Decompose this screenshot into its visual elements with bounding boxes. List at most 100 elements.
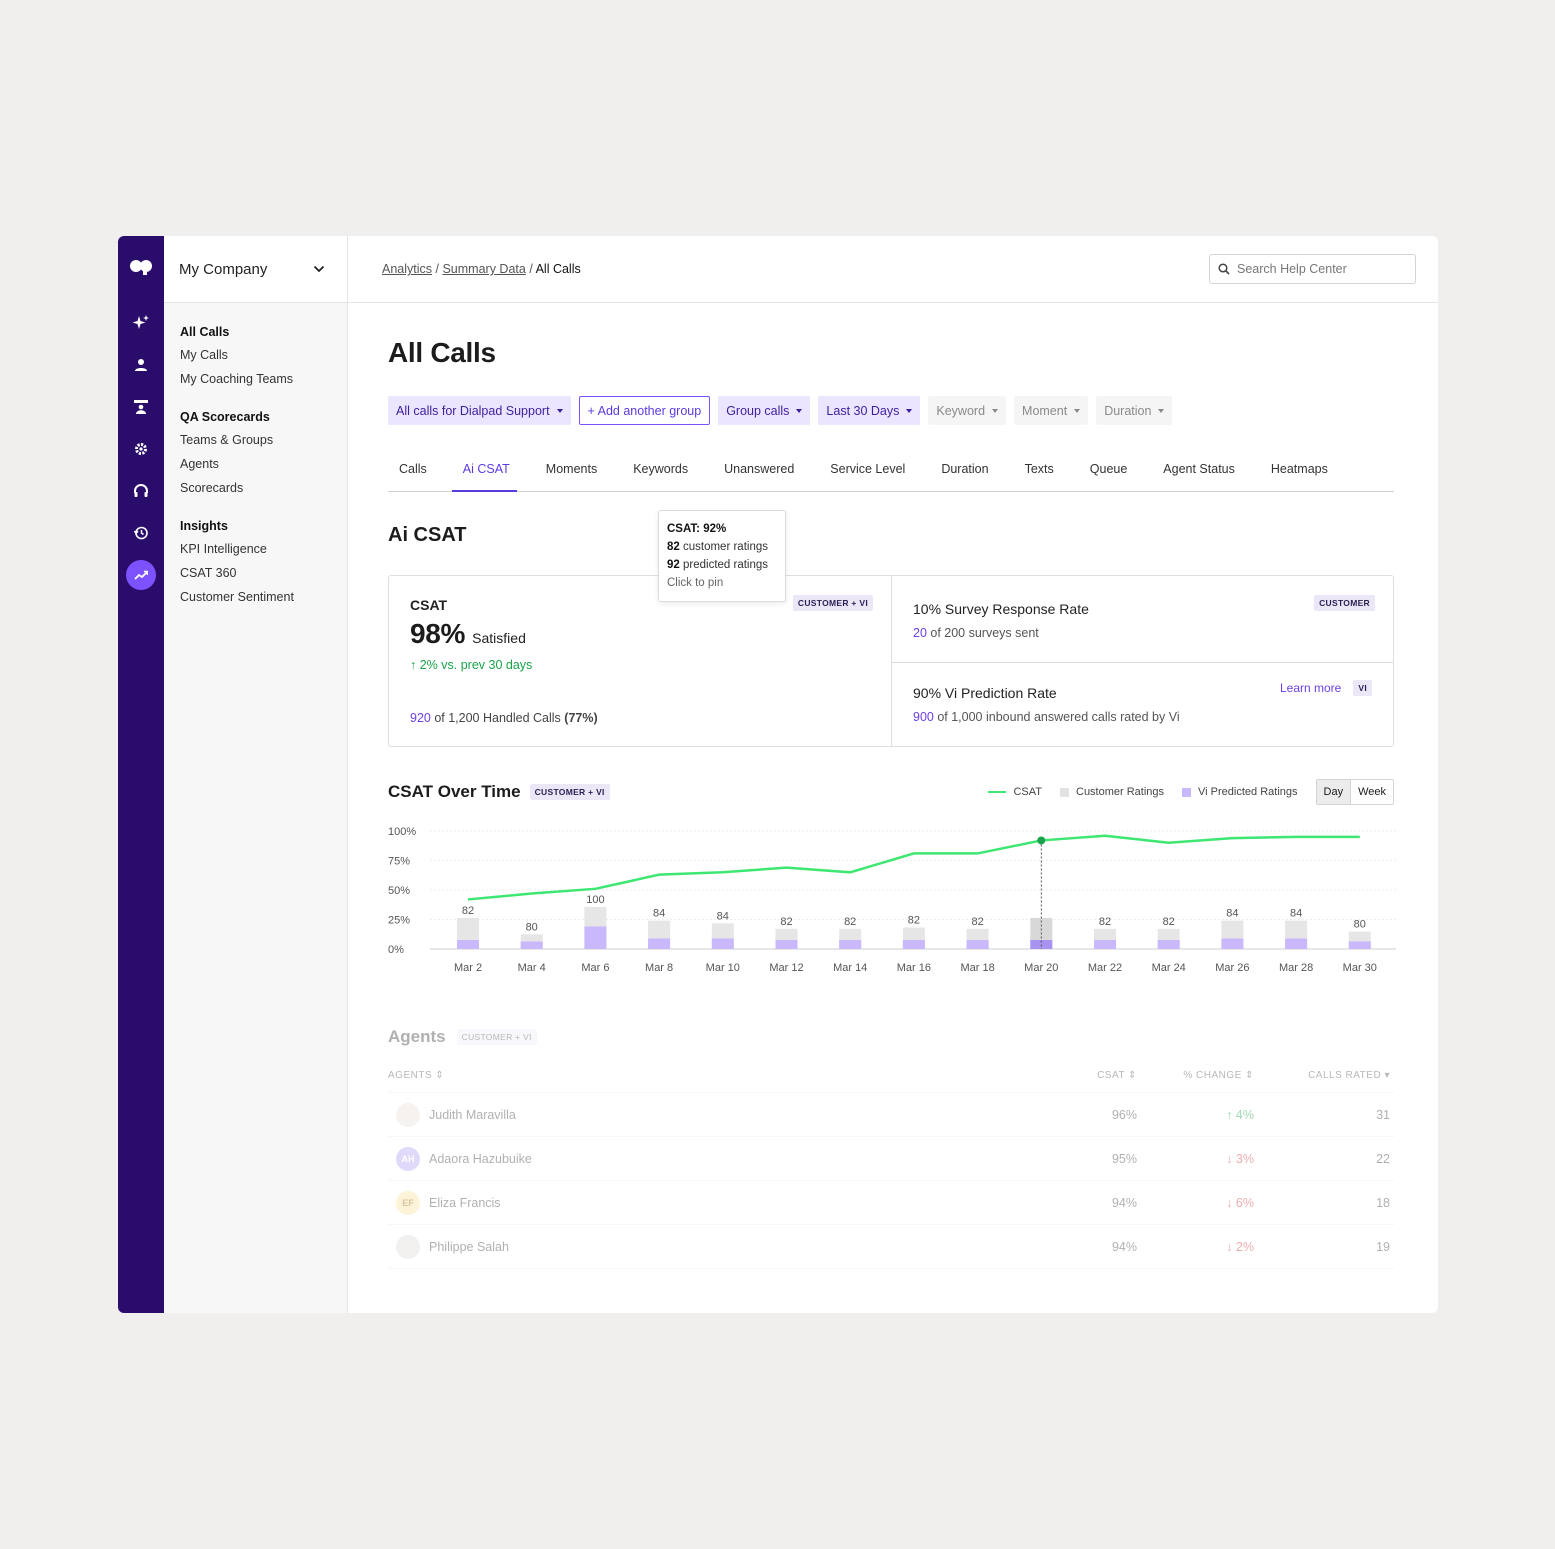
bar-value-label: 100: [586, 894, 604, 906]
nav-item-all-calls[interactable]: All Calls: [180, 325, 230, 339]
agent-name: Judith Maravilla: [429, 1107, 516, 1122]
add-group-button[interactable]: + Add another group: [578, 396, 711, 425]
breadcrumb-current: All Calls: [535, 262, 581, 276]
sparkle-icon[interactable]: [126, 308, 156, 338]
bar-value-label: 80: [1354, 919, 1366, 931]
tab-keywords[interactable]: Keywords: [633, 462, 689, 476]
nav-item-kpi-intelligence[interactable]: KPI Intelligence: [180, 542, 267, 556]
x-tick-label: Mar 22: [1088, 962, 1122, 974]
tab-agent-status[interactable]: Agent Status: [1163, 462, 1235, 476]
agent-change: ↓ 2%: [1226, 1239, 1254, 1254]
dialpad-logo[interactable]: [128, 256, 154, 276]
y-tick-label: 25%: [388, 915, 410, 927]
bar-value-label: 82: [908, 914, 920, 926]
nav-item-agents[interactable]: Agents: [180, 457, 219, 471]
moment-filter[interactable]: Moment: [1014, 396, 1089, 425]
vi-predicted-bar: [1348, 941, 1371, 949]
vi-predicted-bar: [839, 940, 862, 949]
x-tick-label: Mar 12: [769, 962, 803, 974]
tooltip-hint: Click to pin: [667, 577, 724, 589]
agent-row[interactable]: EF Eliza Francis 94% ↓ 6% 18: [388, 1181, 1394, 1225]
learn-more-link[interactable]: Learn more: [1279, 681, 1342, 695]
vi-predicted-bar: [648, 938, 671, 949]
filter-bar: All calls for Dialpad Support + Add anot…: [388, 396, 1394, 425]
search-icon: [1218, 263, 1230, 275]
nav-item-scorecards[interactable]: Scorecards: [180, 481, 244, 495]
col-change[interactable]: % CHANGE ⇕: [1183, 1070, 1254, 1081]
gear-icon[interactable]: [126, 434, 156, 464]
agent-csat: 94%: [1111, 1239, 1137, 1254]
agent-name: Adaora Hazubuike: [429, 1151, 532, 1166]
keyword-filter[interactable]: Keyword: [928, 396, 1007, 425]
tab-ai-csat[interactable]: Ai CSAT: [451, 462, 528, 492]
csat-chart-svg[interactable]: 100% 75% 50% 25% 0% 82 Mar 2 80 Mar 4 100 Mar 6 84 M…: [388, 815, 1398, 975]
nav-item-csat-360[interactable]: CSAT 360: [180, 566, 237, 580]
bar-value-label: 84: [1290, 908, 1302, 920]
agents-table-body: Judith Maravilla 96% ↑ 4% 31 AH Adaora Hazubu…: [388, 1093, 1394, 1269]
app-window: My Company All Calls My Calls My Coachin…: [118, 236, 1438, 1313]
tab-service-level[interactable]: Service Level: [830, 462, 906, 476]
duration-filter[interactable]: Duration: [1096, 396, 1173, 425]
x-tick-label: Mar 24: [1152, 962, 1186, 974]
tab-heatmaps[interactable]: Heatmaps: [1270, 462, 1328, 476]
agent-name: Philippe Salah: [429, 1239, 509, 1254]
agent-row[interactable]: Judith Maravilla 96% ↑ 4% 31: [388, 1093, 1394, 1137]
legend-vi-predicted: Vi Predicted Ratings: [1182, 786, 1298, 798]
headset-icon[interactable]: [126, 476, 156, 506]
x-tick-label: Mar 20: [1024, 962, 1058, 974]
tab-moments[interactable]: Moments: [545, 462, 598, 476]
col-agents[interactable]: AGENTS ⇕: [388, 1070, 445, 1081]
agent-name: Eliza Francis: [429, 1195, 501, 1210]
csat-card: CUSTOMER + VI CSAT 98% Satisfied ↑ 2% vs…: [389, 576, 892, 746]
tab-unanswered[interactable]: Unanswered: [724, 462, 795, 476]
x-tick-label: Mar 28: [1279, 962, 1313, 974]
tab-calls[interactable]: Calls: [399, 462, 427, 476]
tab-queue[interactable]: Queue: [1089, 462, 1128, 476]
vi-predicted-bar: [1285, 938, 1308, 949]
nav-head-qa-scorecards[interactable]: QA Scorecards: [180, 410, 270, 424]
tab-texts[interactable]: Texts: [1024, 462, 1054, 476]
x-tick-label: Mar 14: [833, 962, 867, 974]
user-icon[interactable]: [126, 350, 156, 380]
analytics-icon[interactable]: [126, 560, 156, 590]
agent-row[interactable]: AH Adaora Hazubuike 95% ↓ 3% 22: [388, 1137, 1394, 1181]
toggle-day[interactable]: Day: [1316, 780, 1352, 804]
section-title: Ai CSAT: [388, 524, 467, 546]
nav-head-insights[interactable]: Insights: [180, 519, 228, 533]
csat-trend: ↑ 2% vs. prev 30 days: [410, 658, 533, 672]
vi-predicted-bar: [711, 938, 734, 949]
secondary-nav: My Company All Calls My Calls My Coachin…: [164, 236, 348, 1313]
col-csat[interactable]: CSAT ⇕: [1097, 1070, 1137, 1081]
agent-cell: Judith Maravilla: [388, 1102, 1047, 1127]
chart-legend: CSAT Customer Ratings Vi Predicted Ratin…: [988, 786, 1298, 798]
chart-tooltip: CSAT: 92% 82 customer ratings 92 predict…: [658, 510, 786, 602]
x-tick-label: Mar 30: [1343, 962, 1377, 974]
tooltip-title: CSAT: 92%: [667, 523, 727, 535]
chart-badge: CUSTOMER + VI: [529, 784, 610, 800]
toggle-week[interactable]: Week: [1358, 786, 1386, 798]
contact-center-icon[interactable]: [126, 392, 156, 422]
date-range-filter[interactable]: Last 30 Days: [818, 396, 921, 425]
group-filter[interactable]: All calls for Dialpad Support: [388, 396, 571, 425]
bar-value-label: 82: [1099, 916, 1111, 928]
history-icon[interactable]: [126, 518, 156, 548]
company-switcher[interactable]: My Company: [164, 236, 347, 303]
granularity-toggle: Day Week: [1315, 779, 1394, 805]
help-search-input[interactable]: Search Help Center: [1209, 254, 1416, 284]
bar-value-label: 84: [653, 908, 665, 920]
breadcrumb-analytics[interactable]: Analytics: [382, 262, 433, 276]
agent-row[interactable]: Philippe Salah 94% ↓ 2% 19: [388, 1225, 1394, 1269]
agent-csat: 95%: [1111, 1151, 1137, 1166]
nav-item-teams-groups[interactable]: Teams & Groups: [180, 433, 274, 447]
vi-predicted-bar: [966, 940, 989, 949]
nav-item-my-calls[interactable]: My Calls: [180, 348, 228, 362]
nav-item-customer-sentiment[interactable]: Customer Sentiment: [180, 590, 294, 604]
nav-item-my-coaching-teams[interactable]: My Coaching Teams: [180, 372, 294, 386]
col-calls-rated[interactable]: CALLS RATED ▾: [1308, 1070, 1390, 1081]
tab-duration[interactable]: Duration: [941, 462, 989, 476]
group-calls-filter[interactable]: Group calls: [718, 396, 811, 425]
breadcrumb-summary-data[interactable]: Summary Data: [442, 262, 526, 276]
prediction-title: 90% Vi Prediction Rate: [913, 685, 1057, 701]
x-tick-label: Mar 8: [645, 962, 673, 974]
vi-badge: VI: [1353, 680, 1372, 696]
